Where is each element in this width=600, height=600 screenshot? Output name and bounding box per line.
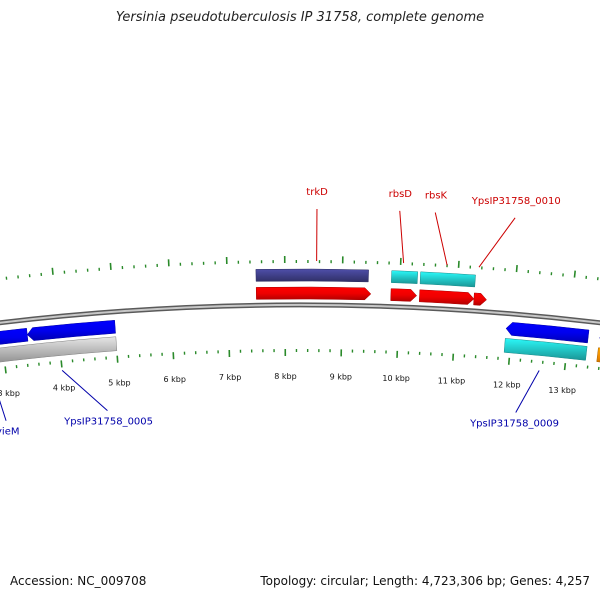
cds-upper-2 (390, 288, 418, 302)
tick-layer: 3 kbp 4 kbp 5 kbp 6 kbp 7 kbp 8 kbp 9 kbp 10 kb… (0, 256, 600, 398)
tick-label: 6 kbp (164, 375, 186, 384)
major-tick (573, 270, 576, 278)
gene-label-leader (61, 370, 108, 411)
gene-lower-1 (0, 336, 118, 363)
genome-title: Yersinia pseudotuberculosis IP 31758, co… (115, 10, 485, 25)
gene-label: rbsK (425, 190, 448, 201)
gene-lower-3 (596, 347, 600, 363)
major-tick (4, 366, 7, 374)
gene-label-leader (515, 370, 540, 413)
cds-upper-1 (255, 286, 372, 301)
gene-label: yieM (0, 427, 19, 438)
tick-label: 5 kbp (108, 379, 130, 388)
tick-label: 8 kbp (274, 372, 296, 381)
gene-label-leader (478, 217, 516, 268)
genome-summary: Topology: circular; Length: 4,723,306 bp… (260, 574, 590, 588)
major-tick (51, 267, 54, 275)
major-tick (507, 357, 511, 365)
major-tick (109, 262, 112, 270)
major-tick (563, 363, 567, 371)
feature-layer (0, 268, 600, 363)
accession-text: Accession: NC_009708 (10, 574, 147, 588)
tick-label: 3 kbp (0, 389, 20, 398)
cds-lower-1 (0, 328, 29, 345)
tick-label: 12 kbp (493, 381, 521, 390)
gene-upper-2 (391, 270, 419, 284)
tick-label: 4 kbp (53, 383, 75, 392)
tick-label: 9 kbp (330, 372, 352, 381)
major-tick (515, 265, 518, 273)
gene-label: YpsIP31758_0009 (469, 418, 559, 429)
gene-label-leader (0, 400, 7, 421)
backbone-layer (0, 302, 600, 326)
gene-label-leader (434, 212, 448, 266)
genome-backbone-highlight (0, 304, 600, 324)
cds-lower-2 (26, 320, 116, 341)
gene-label: YpsIP31758_0010 (471, 196, 561, 207)
gene-label: rbsD (389, 189, 413, 200)
gene-lower-2 (503, 338, 588, 361)
gene-label: YpsIP31758_0005 (63, 417, 153, 428)
tick-label: 7 kbp (219, 373, 241, 382)
tick-label: 11 kbp (438, 377, 466, 386)
major-tick (60, 360, 63, 368)
major-tick (116, 355, 119, 363)
cds-upper-3 (418, 289, 475, 305)
gene-label-leader (399, 210, 405, 264)
cds-lower-3 (505, 322, 590, 344)
tick-label: 10 kbp (382, 374, 410, 383)
gene-label: trkD (306, 187, 328, 198)
gene-upper-1 (255, 268, 369, 283)
tick-label: 13 kbp (548, 386, 576, 395)
label-layer: trkDrbsDrbsKYpsIP31758_0010rrsAyieMYpsIP… (0, 187, 600, 445)
gene-upper-3 (419, 271, 476, 288)
cds-upper-4 (473, 292, 487, 306)
